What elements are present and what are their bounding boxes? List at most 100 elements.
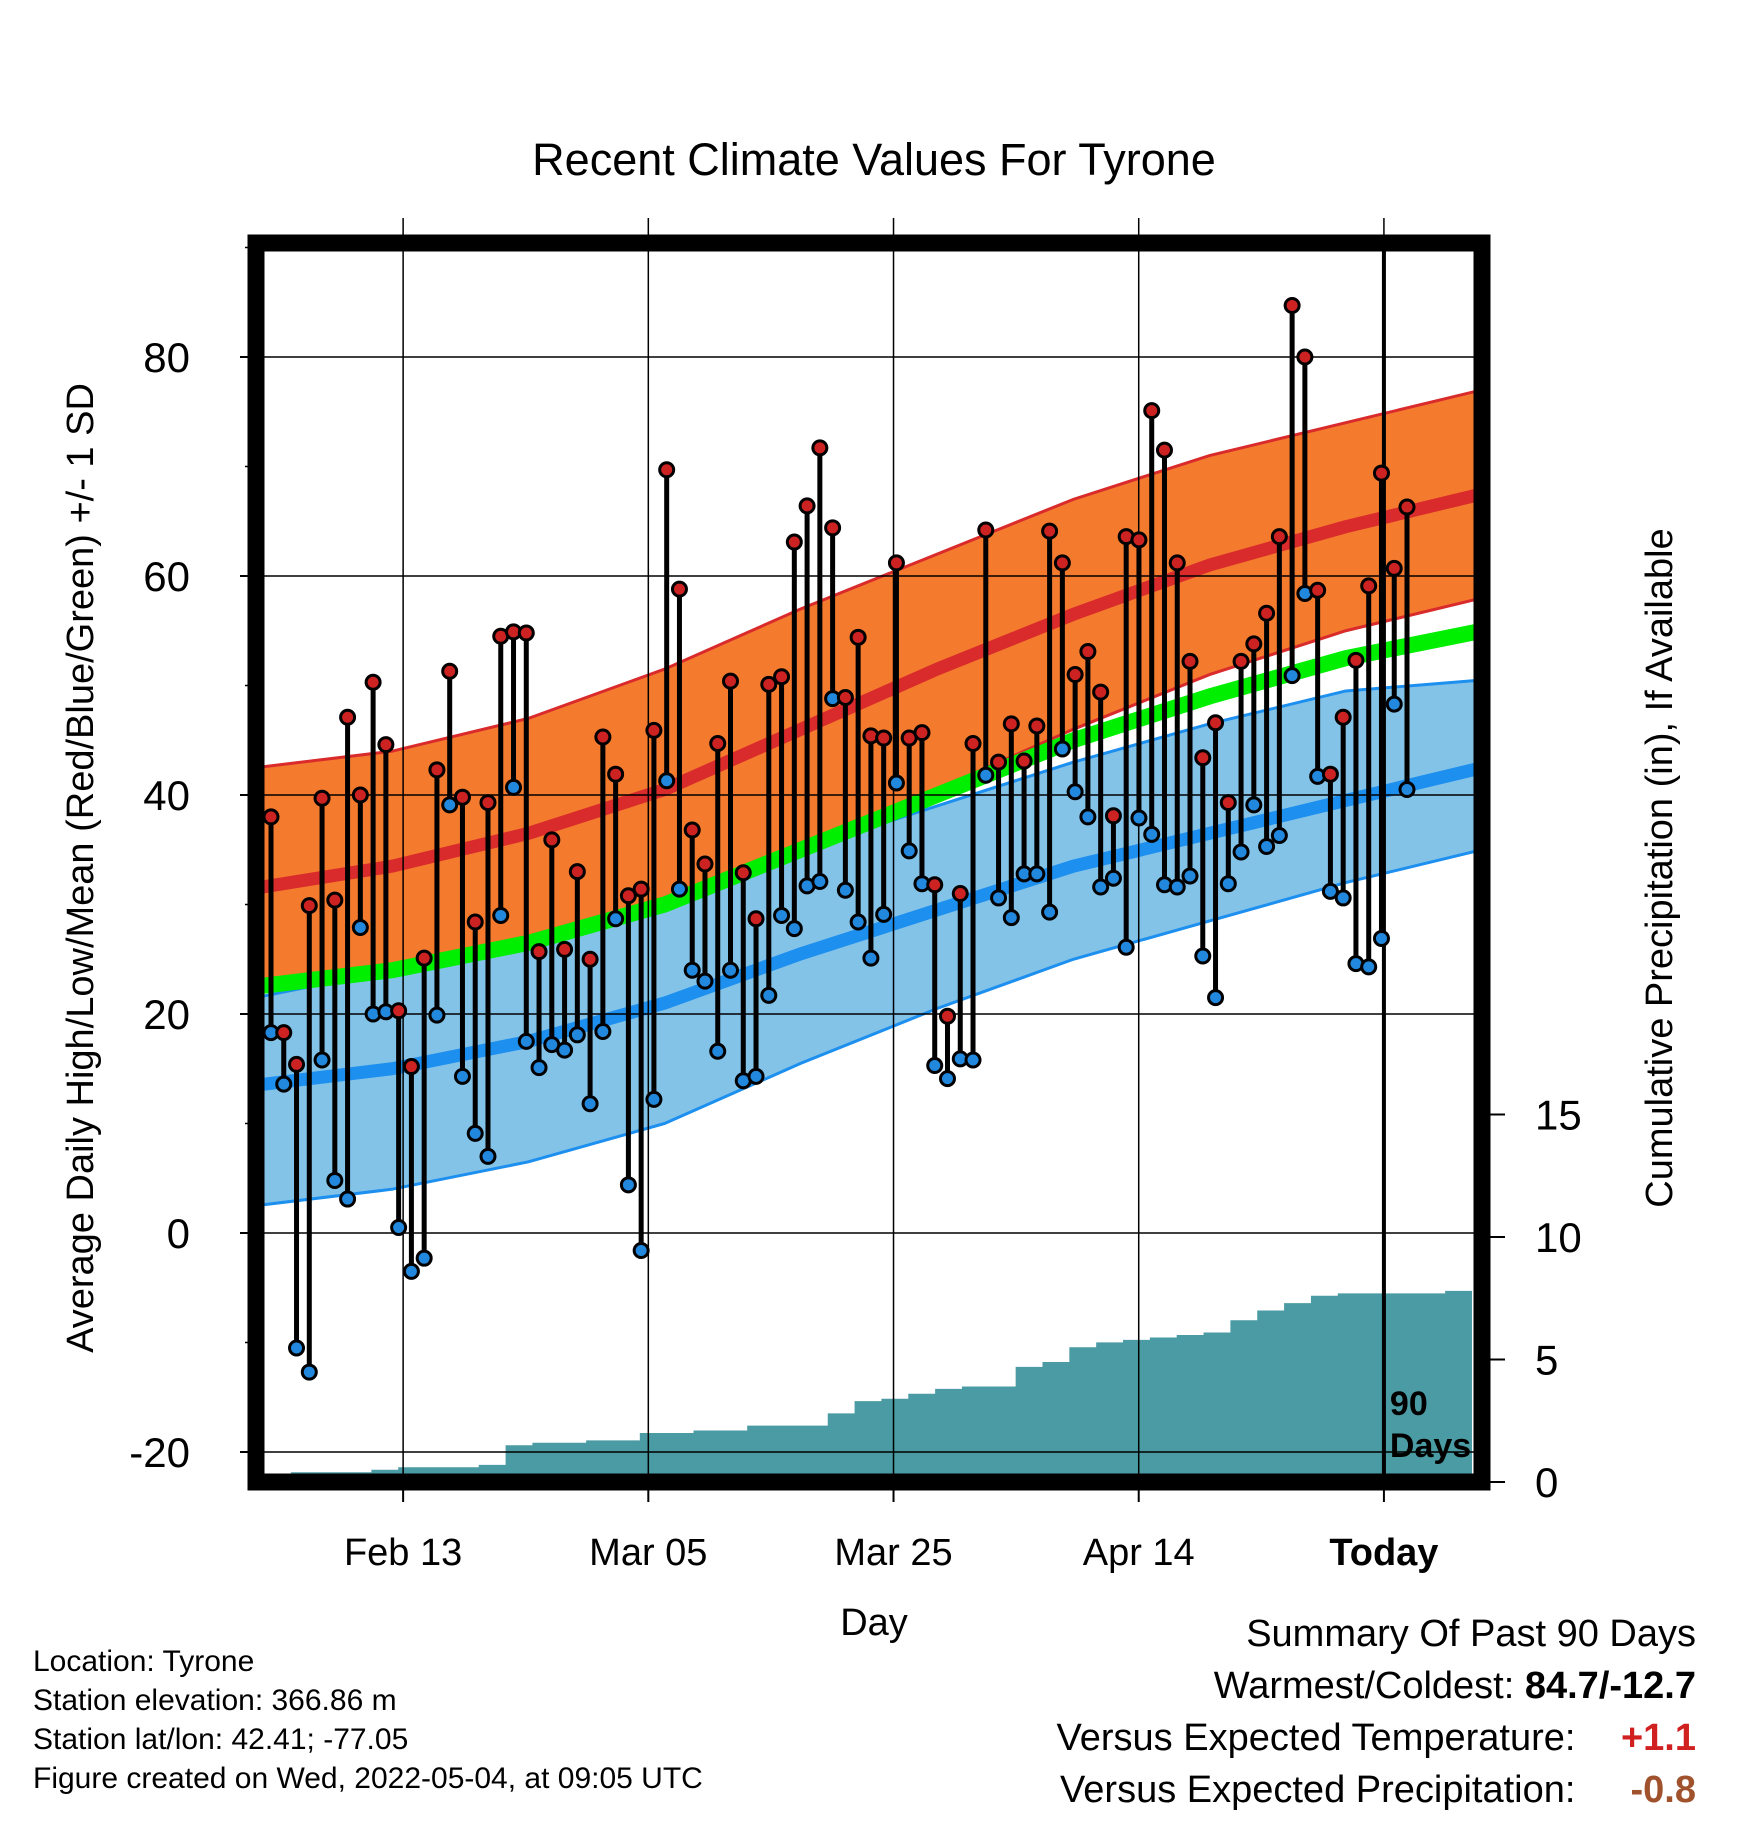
high-point — [951, 885, 969, 903]
high-point — [1181, 652, 1199, 670]
x-axis-label: Day — [840, 1602, 908, 1644]
high-point — [977, 521, 995, 539]
low-point — [1079, 808, 1097, 826]
today-label-line-1: 90 — [1390, 1385, 1428, 1423]
high-point — [339, 708, 357, 726]
high-point — [1360, 577, 1378, 595]
low-point — [1258, 837, 1276, 855]
high-point — [364, 673, 382, 691]
x-tick-label: Apr 14 — [1083, 1532, 1195, 1574]
high-point — [773, 668, 791, 686]
high-point — [288, 1055, 306, 1073]
high-point — [1143, 402, 1161, 420]
high-point — [453, 788, 471, 806]
high-point — [607, 765, 625, 783]
high-point — [836, 689, 854, 707]
high-point — [722, 672, 740, 690]
low-point — [1168, 878, 1186, 896]
low-point — [1232, 843, 1250, 861]
low-point — [428, 1006, 446, 1024]
high-point — [1207, 714, 1225, 732]
axes: -20 0 20 40 60 80 0 5 10 15 Feb 13 Mar 05 Mar 25 Apr … — [129, 234, 1582, 1574]
y-tick-label: 80 — [143, 334, 190, 381]
low-point — [275, 1075, 293, 1093]
low-point — [351, 918, 369, 936]
high-point — [351, 786, 369, 804]
low-point — [938, 1070, 956, 1088]
y-tick-label: 20 — [143, 991, 190, 1038]
y2-tick-label: 0 — [1535, 1459, 1558, 1506]
high-point — [709, 735, 727, 753]
high-point — [556, 940, 574, 958]
high-point — [1066, 666, 1084, 684]
low-point — [1219, 875, 1237, 893]
low-point — [760, 986, 778, 1004]
low-point — [875, 905, 893, 923]
high-point — [262, 808, 280, 826]
warm-cold-value: 84.7/-12.7 — [1524, 1665, 1696, 1707]
high-point — [785, 533, 803, 551]
high-point — [1219, 794, 1237, 812]
low-point — [926, 1056, 944, 1074]
precip-fill — [264, 1288, 1472, 1482]
high-point — [428, 761, 446, 779]
low-point — [683, 961, 701, 979]
low-point — [492, 906, 510, 924]
temp-label: Versus Expected Temperature: — [1056, 1717, 1576, 1759]
precip-area — [264, 1288, 1472, 1482]
high-point — [926, 876, 944, 894]
high-point — [760, 675, 778, 693]
low-point — [1181, 867, 1199, 885]
high-point — [798, 497, 816, 515]
high-point — [1232, 652, 1250, 670]
low-point — [785, 920, 803, 938]
low-point — [696, 972, 714, 990]
high-point — [683, 821, 701, 839]
high-point — [1053, 554, 1071, 572]
temp-row: Versus Expected Temperature: +1.1 — [1057, 1712, 1696, 1764]
high-point — [594, 728, 612, 746]
low-point — [505, 778, 523, 796]
chart-title: Recent Climate Values For Tyrone — [532, 134, 1216, 185]
high-point — [849, 628, 867, 646]
low-point — [990, 889, 1008, 907]
low-point — [594, 1023, 612, 1041]
high-point — [1194, 749, 1212, 767]
high-point — [658, 461, 676, 479]
high-point — [300, 897, 318, 915]
low-point — [1066, 783, 1084, 801]
low-point — [811, 873, 829, 891]
x-tick-label: Mar 25 — [834, 1532, 952, 1574]
low-point — [517, 1032, 535, 1050]
low-point — [862, 949, 880, 967]
today-days-label: 90 Days — [1390, 1385, 1471, 1465]
high-point — [441, 662, 459, 680]
low-point — [1002, 909, 1020, 927]
high-point — [696, 855, 714, 873]
high-point — [887, 554, 905, 572]
low-point — [479, 1147, 497, 1165]
latlon-text: Station lat/lon: 42.41; -77.05 — [33, 1723, 409, 1756]
high-point — [990, 753, 1008, 771]
low-point — [581, 1095, 599, 1113]
low-point — [658, 772, 676, 790]
high-point — [1296, 348, 1314, 366]
low-point — [1143, 825, 1161, 843]
low-point — [1334, 889, 1352, 907]
low-point — [645, 1090, 663, 1108]
high-point — [530, 943, 548, 961]
low-point — [607, 910, 625, 928]
summary-panel: Summary Of Past 90 Days Warmest/Coldest:… — [1057, 1608, 1696, 1816]
low-point — [1372, 929, 1390, 947]
x-tick-label: Today — [1329, 1532, 1438, 1574]
high-point — [1334, 708, 1352, 726]
summary-title: Summary Of Past 90 Days — [1246, 1613, 1696, 1655]
precip-value: -0.8 — [1630, 1769, 1696, 1811]
high-point — [1079, 643, 1097, 661]
elevation-text: Station elevation: 366.86 m — [33, 1684, 397, 1717]
high-point — [824, 519, 842, 537]
low-point — [1041, 903, 1059, 921]
low-point — [836, 881, 854, 899]
high-point — [1309, 581, 1327, 599]
